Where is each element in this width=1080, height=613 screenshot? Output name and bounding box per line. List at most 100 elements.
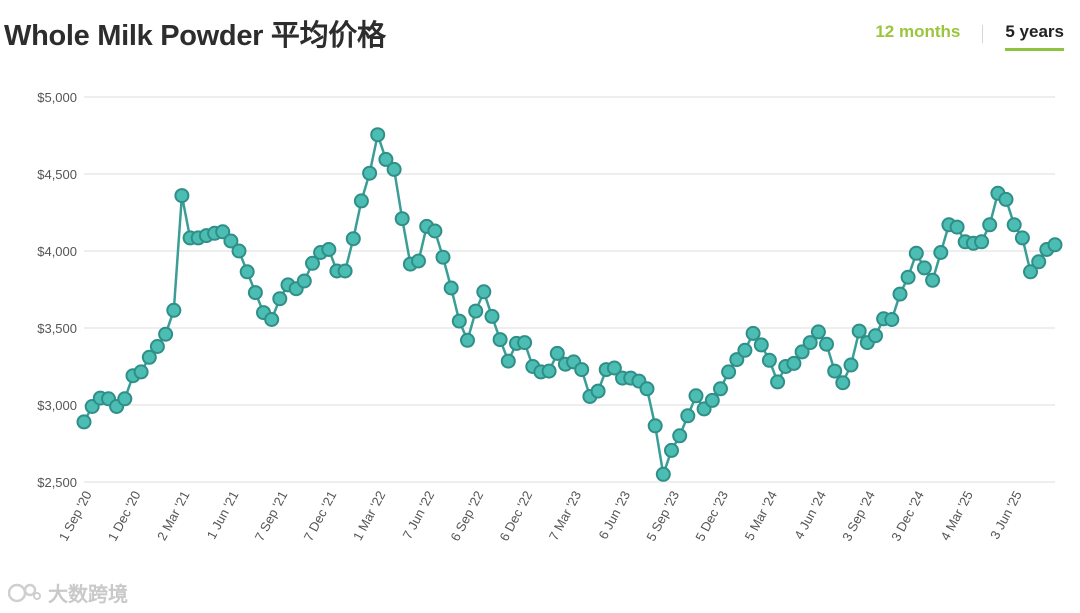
- data-point[interactable]: [296, 273, 312, 289]
- data-point[interactable]: [827, 363, 843, 379]
- data-point[interactable]: [353, 193, 369, 209]
- data-point[interactable]: [247, 285, 263, 301]
- data-point[interactable]: [688, 388, 704, 404]
- data-point[interactable]: [851, 323, 867, 339]
- y-tick-label: $2,500: [37, 475, 77, 490]
- data-point[interactable]: [427, 223, 443, 239]
- data-point[interactable]: [231, 243, 247, 259]
- data-point[interactable]: [933, 245, 949, 260]
- data-point[interactable]: [345, 231, 361, 247]
- data-point[interactable]: [974, 234, 990, 250]
- data-point[interactable]: [158, 326, 174, 342]
- data-point[interactable]: [590, 383, 606, 399]
- x-tick-label: 3 Jun '25: [987, 488, 1025, 541]
- data-point[interactable]: [819, 336, 834, 352]
- data-point[interactable]: [737, 342, 753, 358]
- data-point[interactable]: [835, 375, 851, 391]
- data-point[interactable]: [321, 242, 337, 257]
- data-point[interactable]: [794, 344, 810, 360]
- data-point[interactable]: [451, 313, 467, 329]
- data-point[interactable]: [892, 286, 908, 302]
- data-point[interactable]: [745, 325, 761, 341]
- data-point[interactable]: [704, 392, 720, 408]
- data-point[interactable]: [639, 381, 655, 397]
- data-point[interactable]: [900, 269, 916, 285]
- data-point[interactable]: [272, 291, 288, 307]
- data-point[interactable]: [998, 191, 1014, 207]
- data-point[interactable]: [166, 302, 182, 318]
- chart-title: Whole Milk Powder 平均价格: [4, 20, 386, 52]
- data-point[interactable]: [541, 363, 557, 379]
- x-tick-label: 6 Jun '23: [595, 488, 633, 541]
- data-point[interactable]: [574, 362, 590, 378]
- data-point[interactable]: [443, 280, 459, 296]
- data-point[interactable]: [378, 151, 394, 167]
- data-point[interactable]: [868, 328, 883, 344]
- data-point[interactable]: [606, 360, 622, 376]
- data-point[interactable]: [672, 428, 688, 444]
- data-point[interactable]: [215, 224, 231, 240]
- grid-lines: [84, 96, 1055, 483]
- data-point[interactable]: [264, 312, 280, 327]
- data-point[interactable]: [500, 353, 516, 369]
- data-point[interactable]: [492, 332, 508, 348]
- data-point[interactable]: [411, 253, 426, 269]
- x-tick-label: 3 Sep '24: [839, 488, 878, 543]
- data-point[interactable]: [149, 339, 165, 354]
- data-point[interactable]: [949, 219, 965, 235]
- data-point[interactable]: [223, 233, 239, 249]
- data-point[interactable]: [517, 335, 533, 351]
- data-point[interactable]: [141, 349, 157, 365]
- data-point[interactable]: [753, 337, 769, 353]
- data-point[interactable]: [1014, 230, 1030, 246]
- data-point[interactable]: [76, 414, 92, 430]
- data-point[interactable]: [460, 332, 475, 348]
- data-point[interactable]: [394, 211, 410, 227]
- data-point[interactable]: [435, 249, 451, 265]
- data-point[interactable]: [729, 352, 745, 368]
- data-point[interactable]: [1031, 254, 1047, 270]
- data-point[interactable]: [982, 217, 998, 233]
- data-point[interactable]: [484, 308, 500, 324]
- data-point[interactable]: [1006, 217, 1022, 233]
- data-point[interactable]: [647, 418, 663, 434]
- data-point[interactable]: [117, 391, 133, 407]
- data-point[interactable]: [810, 324, 826, 340]
- data-point[interactable]: [1023, 264, 1038, 280]
- data-point[interactable]: [468, 303, 484, 319]
- data-point[interactable]: [655, 466, 671, 482]
- data-point[interactable]: [802, 335, 818, 351]
- y-tick-label: $3,500: [37, 321, 77, 336]
- data-point[interactable]: [908, 245, 924, 261]
- data-point[interactable]: [664, 442, 679, 458]
- data-point[interactable]: [761, 352, 777, 368]
- data-point[interactable]: [549, 345, 565, 361]
- data-point[interactable]: [713, 381, 728, 397]
- data-point[interactable]: [239, 264, 255, 280]
- data-point[interactable]: [786, 355, 802, 371]
- tab-5-years[interactable]: 5 years: [1005, 22, 1064, 51]
- data-point[interactable]: [925, 272, 941, 288]
- watermark-logo-icon: [8, 583, 41, 602]
- data-point[interactable]: [362, 165, 378, 181]
- data-point[interactable]: [386, 161, 402, 177]
- data-point[interactable]: [770, 374, 786, 390]
- watermark-text: 大数跨境: [48, 584, 128, 606]
- data-point[interactable]: [680, 408, 696, 424]
- data-point[interactable]: [476, 284, 492, 300]
- y-tick-label: $3,000: [37, 398, 77, 413]
- data-point[interactable]: [843, 357, 859, 373]
- x-tick-label: 7 Jun '22: [400, 488, 438, 541]
- data-point[interactable]: [305, 255, 320, 271]
- data-point[interactable]: [884, 312, 900, 327]
- data-point[interactable]: [174, 188, 190, 204]
- data-point[interactable]: [916, 260, 932, 276]
- y-tick-label: $4,000: [37, 244, 77, 259]
- tab-12-months[interactable]: 12 months: [875, 22, 961, 41]
- data-point[interactable]: [721, 364, 737, 380]
- data-point[interactable]: [337, 263, 353, 279]
- data-point[interactable]: [1047, 237, 1063, 253]
- data-point[interactable]: [370, 127, 386, 143]
- data-point[interactable]: [133, 364, 149, 380]
